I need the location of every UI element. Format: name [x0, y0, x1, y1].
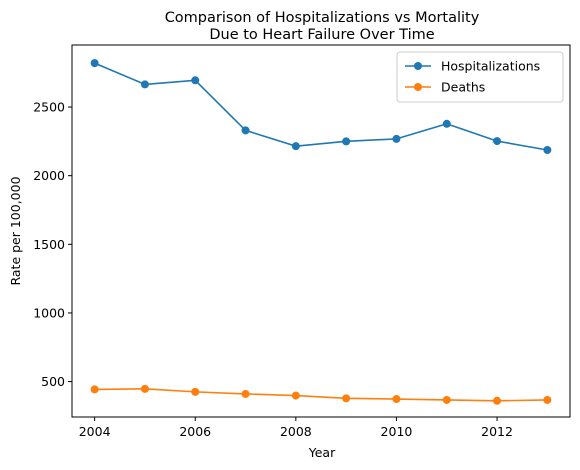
legend-deaths-marker: [414, 83, 422, 91]
y-tick-label: 2000: [33, 168, 65, 183]
deaths-point: [392, 395, 401, 404]
x-axis: 2004 2006 2008 2010 2012: [79, 417, 513, 439]
y-tick-label: 1500: [33, 237, 65, 252]
x-tick-label: 2006: [179, 424, 211, 439]
hospitalizations-point: [241, 126, 250, 135]
hospitalizations-point: [90, 59, 99, 68]
legend-deaths-label: Deaths: [441, 80, 485, 95]
legend-box: [396, 51, 564, 103]
plot-area: [71, 44, 571, 418]
deaths-point: [493, 396, 502, 405]
deaths-point: [543, 395, 552, 404]
hospitalizations-point: [291, 142, 300, 151]
x-tick-label: 2004: [79, 424, 111, 439]
hospitalizations-point: [543, 146, 552, 155]
deaths-point: [442, 395, 451, 404]
x-tick-label: 2010: [381, 424, 413, 439]
y-tick-label: 2500: [33, 100, 65, 115]
hospitalizations-point: [392, 134, 401, 143]
deaths-point: [140, 384, 149, 393]
deaths-point: [241, 389, 250, 398]
hospitalizations-point: [342, 137, 351, 146]
x-tick-label: 2008: [280, 424, 312, 439]
x-tick-label: 2012: [481, 424, 513, 439]
deaths-point: [291, 391, 300, 400]
chart-title-line-2: Due to Heart Failure Over Time: [209, 27, 434, 43]
chart-title: Comparison of Hospitalizations vs Mortal…: [165, 10, 480, 43]
x-axis-label: Year: [308, 445, 336, 460]
hospitalizations-point: [442, 119, 451, 128]
hospitalizations-point: [493, 137, 502, 146]
deaths-point: [342, 394, 351, 403]
hospitalizations-point: [140, 80, 149, 89]
legend-hospitalizations-label: Hospitalizations: [441, 59, 540, 74]
deaths-point: [191, 387, 200, 396]
y-axis-label: Rate per 100,000: [8, 176, 23, 285]
chart-title-line-1: Comparison of Hospitalizations vs Mortal…: [165, 10, 480, 26]
hospitalizations-point: [191, 76, 200, 85]
y-axis: 500 1000 1500 2000 2500: [33, 100, 72, 389]
y-tick-label: 1000: [33, 305, 65, 320]
hospitalizations-line: [94, 62, 548, 151]
series-layer: [90, 59, 552, 405]
legend: Hospitalizations Deaths: [396, 51, 564, 103]
deaths-point: [90, 385, 99, 394]
legend-hospitalizations-marker: [414, 62, 422, 70]
y-tick-label: 500: [41, 374, 65, 389]
deaths-line: [94, 388, 548, 402]
